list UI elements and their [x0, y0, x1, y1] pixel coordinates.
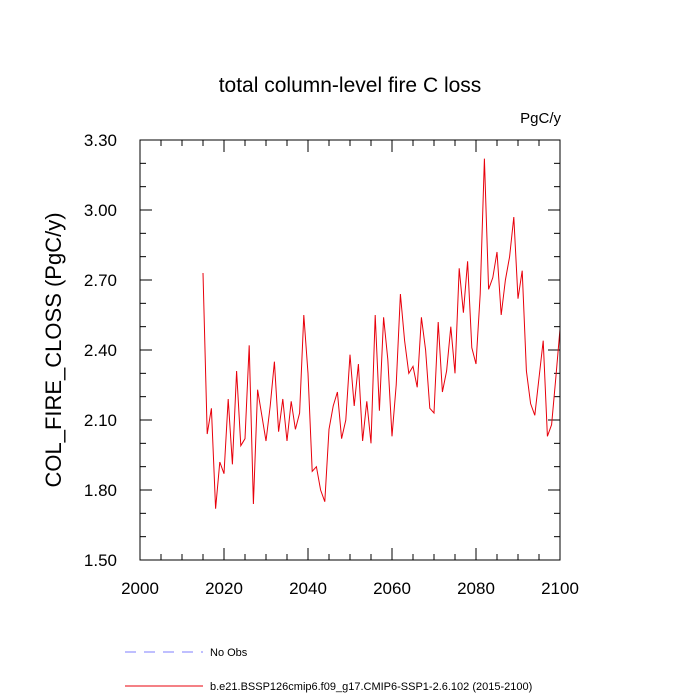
y-tick-label: 1.50	[84, 551, 117, 570]
x-tick-label: 2100	[541, 579, 579, 598]
y-tick-label: 2.40	[84, 341, 117, 360]
y-tick-label: 1.80	[84, 481, 117, 500]
series-line	[202, 158, 561, 509]
axis-ticks	[139, 139, 561, 561]
legend-label: b.e21.BSSP126cmip6.f09_g17.CMIP6-SSP1-2.…	[210, 681, 532, 693]
y-axis-label: COL_FIRE_CLOSS (PgC/y)	[41, 212, 66, 487]
x-tick-label: 2020	[205, 579, 243, 598]
axis-tick-labels: 2000 2020 2040 2060 2080 2100 1.50 1.80 2.10 2.40…	[84, 131, 579, 598]
plot-frame	[139, 139, 561, 561]
x-tick-label: 2040	[289, 579, 327, 598]
chart-title: total column-level fire C loss	[219, 74, 482, 97]
legend-label: No Obs	[210, 647, 248, 659]
legend: No Obs b.e21.BSSP126cmip6.f09_g17.CMIP6-S…	[125, 647, 532, 693]
y-tick-label: 2.10	[84, 411, 117, 430]
y-tick-label: 3.00	[84, 201, 117, 220]
y-tick-label: 2.70	[84, 271, 117, 290]
x-tick-label: 2000	[121, 579, 159, 598]
plot-series	[202, 158, 561, 509]
units-label: PgC/y	[520, 110, 561, 127]
y-tick-label: 3.30	[84, 131, 117, 150]
x-tick-label: 2060	[373, 579, 411, 598]
x-tick-label: 2080	[457, 579, 495, 598]
